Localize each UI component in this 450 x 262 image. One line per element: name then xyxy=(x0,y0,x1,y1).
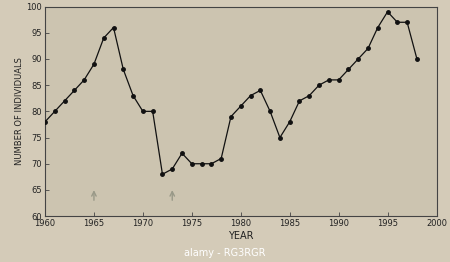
X-axis label: YEAR: YEAR xyxy=(228,231,253,241)
Y-axis label: NUMBER OF INDIVIDUALS: NUMBER OF INDIVIDUALS xyxy=(15,57,24,165)
Text: alamy - RG3RGR: alamy - RG3RGR xyxy=(184,248,266,258)
